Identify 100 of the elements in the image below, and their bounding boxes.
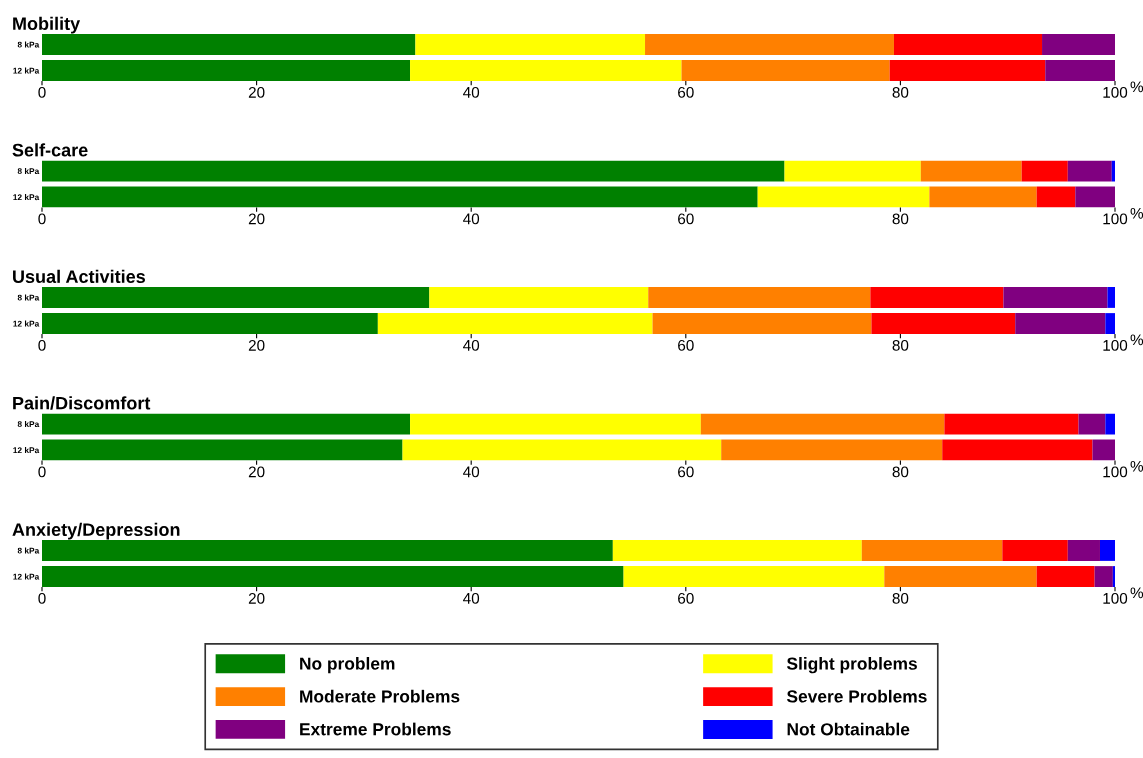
chart-title: Anxiety/Depression xyxy=(12,522,180,540)
bar xyxy=(1094,566,1113,587)
legend-label: Not Obtainable xyxy=(787,722,910,736)
x-axis-title: % xyxy=(1130,460,1143,472)
bar xyxy=(920,160,1022,182)
x-tick-label: 80 xyxy=(892,466,909,478)
legend-label: No problem xyxy=(300,657,395,674)
x-tick-label: 0 xyxy=(38,86,46,98)
bar xyxy=(1099,540,1115,561)
bar xyxy=(1112,566,1115,587)
bar xyxy=(410,413,701,435)
chart-title: Mobility xyxy=(13,16,81,34)
x-tick-label: 100 xyxy=(1103,592,1128,604)
bar xyxy=(42,413,411,435)
bar xyxy=(42,186,758,208)
bar xyxy=(1105,413,1115,435)
bar xyxy=(757,186,930,208)
x-tick-label: 60 xyxy=(678,466,694,478)
legend-label: Severe Problems xyxy=(786,689,927,703)
bar xyxy=(42,287,430,308)
bar xyxy=(1067,160,1112,182)
x-tick-label: 60 xyxy=(678,86,694,98)
y-tick-label: 12 kPa xyxy=(13,194,40,201)
bar xyxy=(1021,160,1068,182)
bar xyxy=(1092,439,1115,461)
bar xyxy=(1078,413,1106,435)
bar xyxy=(700,413,945,435)
bar xyxy=(429,287,649,308)
legend-label: Moderate Problems xyxy=(300,689,460,703)
bar xyxy=(42,313,378,334)
x-tick-label: 100 xyxy=(1103,339,1128,351)
y-tick-label: 8 kPa xyxy=(17,41,40,48)
x-tick-label: 0 xyxy=(38,592,46,604)
bar xyxy=(861,540,1003,561)
x-axis-title: % xyxy=(1130,81,1143,93)
bar xyxy=(889,60,1046,81)
bar xyxy=(944,413,1079,435)
bar xyxy=(612,540,862,561)
chart-title: Self-care xyxy=(12,143,88,157)
y-tick-label: 12 kPa xyxy=(13,320,40,327)
bar xyxy=(1111,160,1115,182)
bar xyxy=(42,566,624,587)
y-tick-label: 8 kPa xyxy=(17,420,40,428)
x-tick-label: 100 xyxy=(1103,466,1128,478)
bar xyxy=(1003,287,1108,308)
x-tick-label: 0 xyxy=(38,213,46,225)
x-axis-title: % xyxy=(1130,207,1143,219)
bar xyxy=(42,60,411,81)
x-tick-label: 80 xyxy=(892,213,909,225)
bar xyxy=(1042,34,1115,55)
bar xyxy=(1105,313,1115,334)
x-tick-label: 60 xyxy=(678,339,694,351)
legend-label: Slight problems xyxy=(786,657,917,674)
bar xyxy=(884,566,1037,587)
y-tick-label: 8 kPa xyxy=(17,547,40,554)
bar xyxy=(1067,540,1100,561)
x-tick-label: 80 xyxy=(892,339,909,351)
bar xyxy=(652,313,872,334)
x-axis-title: % xyxy=(1130,587,1143,599)
y-tick-label: 8 kPa xyxy=(17,294,40,301)
x-tick-label: 40 xyxy=(463,466,480,478)
x-tick-label: 60 xyxy=(678,213,694,225)
y-tick-label: 12 kPa xyxy=(13,573,40,580)
bar xyxy=(1036,186,1076,208)
x-tick-label: 40 xyxy=(463,213,480,225)
x-tick-label: 20 xyxy=(248,339,265,351)
bar xyxy=(42,540,613,561)
x-tick-label: 80 xyxy=(892,592,909,604)
bar xyxy=(1107,287,1115,308)
x-tick-label: 20 xyxy=(248,213,265,225)
y-tick-label: 8 kPa xyxy=(17,167,40,175)
bar xyxy=(410,60,682,81)
x-tick-label: 0 xyxy=(38,339,46,351)
bar xyxy=(870,287,1004,308)
bar xyxy=(871,313,1016,334)
bar xyxy=(1015,313,1106,334)
bar xyxy=(721,439,943,461)
x-tick-label: 60 xyxy=(678,592,694,604)
bar xyxy=(648,287,871,308)
chart-title: Pain/Discomfort xyxy=(13,396,151,410)
bar xyxy=(942,439,1093,461)
bar xyxy=(1002,540,1068,561)
bar xyxy=(402,439,722,461)
x-tick-label: 0 xyxy=(38,466,46,478)
bar xyxy=(42,34,416,55)
y-tick-label: 12 kPa xyxy=(13,67,40,74)
x-tick-label: 20 xyxy=(248,86,265,98)
x-tick-label: 20 xyxy=(248,592,265,604)
x-tick-label: 40 xyxy=(463,86,480,98)
bar xyxy=(645,34,894,55)
bar xyxy=(784,160,921,182)
y-tick-label: 12 kPa xyxy=(13,447,40,454)
bar xyxy=(42,439,403,461)
x-tick-label: 40 xyxy=(463,592,480,604)
x-tick-label: 100 xyxy=(1103,213,1128,225)
x-tick-label: 80 xyxy=(892,86,909,98)
bar xyxy=(415,34,646,55)
x-tick-label: 40 xyxy=(463,339,480,351)
x-tick-label: 20 xyxy=(248,466,265,478)
bar xyxy=(681,60,890,81)
